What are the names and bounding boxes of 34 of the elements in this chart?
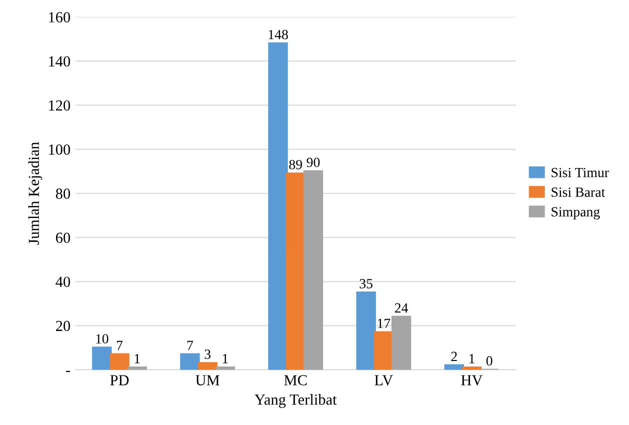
legend-label: Sisi Barat [552,188,606,197]
data-label: 0 [486,356,492,366]
data-label: 3 [204,350,210,359]
data-label: 35 [360,279,372,288]
x-tick-label: UM [196,375,220,386]
x-axis-title: Yang Terlibat [254,394,337,408]
data-label: 1 [134,354,140,364]
x-tick-label: HV [461,375,483,386]
data-label: 1 [470,354,474,364]
y-tick-label: 140 [49,56,70,67]
data-label: 17 [378,318,390,328]
data-label: 1 [222,354,228,364]
y-tick-label: 160 [49,12,70,22]
y-tick-label: 120 [49,100,70,111]
y-axis-title: Jumlah Kejadian [28,142,42,245]
x-tick-label: PD [110,375,129,386]
data-label: 7 [187,340,194,350]
y-tick-label: 60 [56,232,70,243]
y-tick-label: - [66,370,70,372]
x-tick-label: LV [374,375,394,386]
legend-label: Simpang [552,207,600,220]
x-tick-label: MC [284,375,307,386]
data-label: 10 [96,334,108,344]
y-tick-label: 20 [56,320,70,332]
y-tick-label: 40 [56,276,70,288]
data-label: 89 [289,160,302,170]
y-tick-label: 80 [56,188,70,199]
data-label: 7 [116,340,123,350]
data-label: 148 [268,30,288,40]
data-label: 24 [394,303,408,312]
data-label: 90 [306,158,320,168]
data-label: 2 [451,352,457,361]
y-tick-label: 100 [49,144,70,155]
legend-label: Sisi Timur [552,168,609,178]
